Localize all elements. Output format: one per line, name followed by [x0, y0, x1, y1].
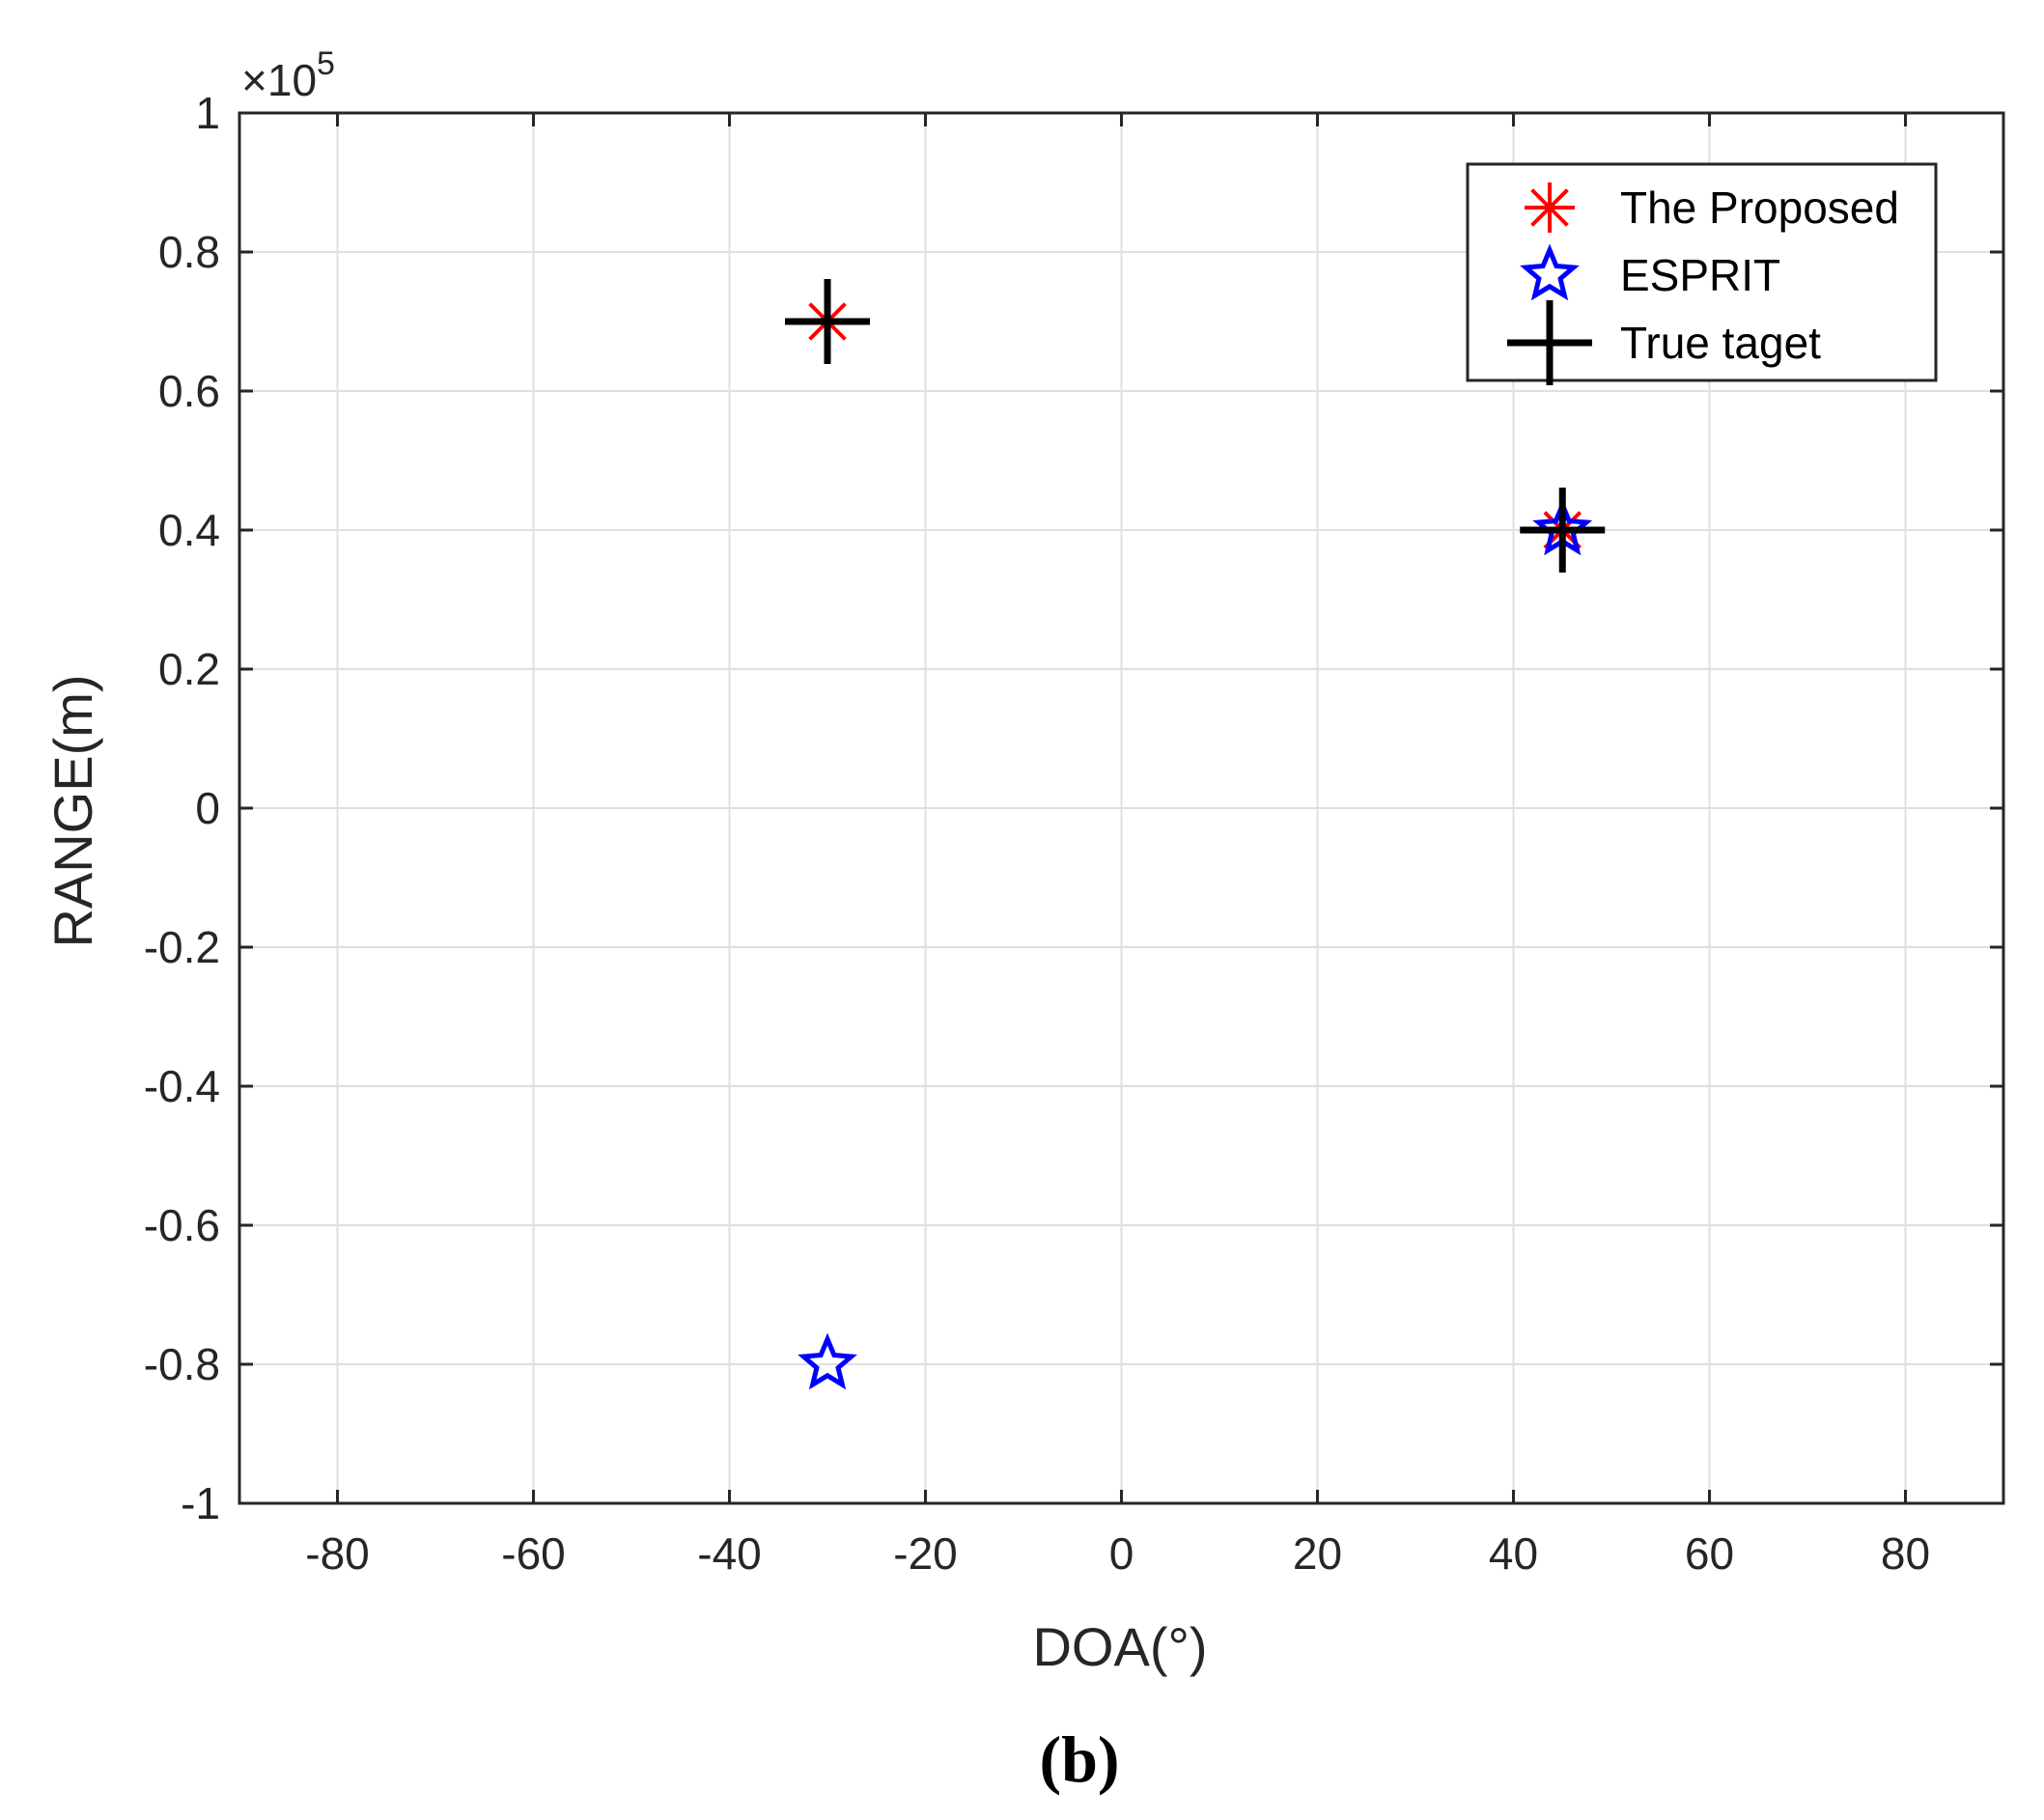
- legend-entry-label: ESPRIT: [1620, 250, 1780, 300]
- y-tick-label: -0.6: [144, 1200, 220, 1250]
- x-tick-label: 20: [1293, 1528, 1342, 1579]
- legend-marker-asterisk: [1525, 182, 1575, 233]
- data-point-plus: [785, 279, 870, 364]
- y-tick-label: 0.4: [158, 505, 220, 555]
- x-tick-label: -40: [697, 1528, 761, 1579]
- data-point-plus: [1520, 488, 1606, 573]
- x-tick-label: -80: [305, 1528, 369, 1579]
- x-tick-label: 60: [1685, 1528, 1734, 1579]
- axes: -80 -60 -40 -20 0 20 40 60 80 -1 -0.8 -0.6 -0.4 -0.2 0…: [144, 45, 2005, 1579]
- data-markers: [785, 279, 1606, 1390]
- y-exponent-label: ×105: [241, 45, 335, 105]
- figure-caption: (b): [1039, 1722, 1119, 1796]
- legend-marker-pentagram: [1520, 243, 1580, 301]
- y-tick-label: -0.4: [144, 1061, 220, 1111]
- legend-entry-label: True taget: [1620, 318, 1821, 368]
- x-tick-label: 40: [1489, 1528, 1538, 1579]
- grid-layer: [239, 112, 2003, 1504]
- y-tick-label: 1: [195, 88, 220, 138]
- y-tick-label: 0.6: [158, 366, 220, 416]
- legend-entry-label: The Proposed: [1620, 182, 1899, 233]
- x-tick-label: 80: [1881, 1528, 1930, 1579]
- data-point-pentagram: [798, 1332, 857, 1390]
- legend-marker-plus: [1507, 300, 1592, 385]
- x-axis-label: DOA(°): [1032, 1616, 1207, 1677]
- legend: The Proposed ESPRIT True taget: [1466, 162, 1938, 385]
- x-tick-label: 0: [1109, 1528, 1134, 1579]
- y-tick-label: -1: [181, 1478, 220, 1528]
- y-tick-label: -0.2: [144, 922, 220, 972]
- plot-frame: [238, 111, 2005, 1505]
- y-tick-label: 0.2: [158, 644, 220, 694]
- x-tick-label: -60: [501, 1528, 565, 1579]
- y-tick-label: -0.8: [144, 1339, 220, 1389]
- y-tick-label: 0: [195, 783, 220, 833]
- y-axis-label: RANGE(m): [42, 674, 103, 947]
- y-tick-label: 0.8: [158, 227, 220, 277]
- x-tick-label: -20: [893, 1528, 957, 1579]
